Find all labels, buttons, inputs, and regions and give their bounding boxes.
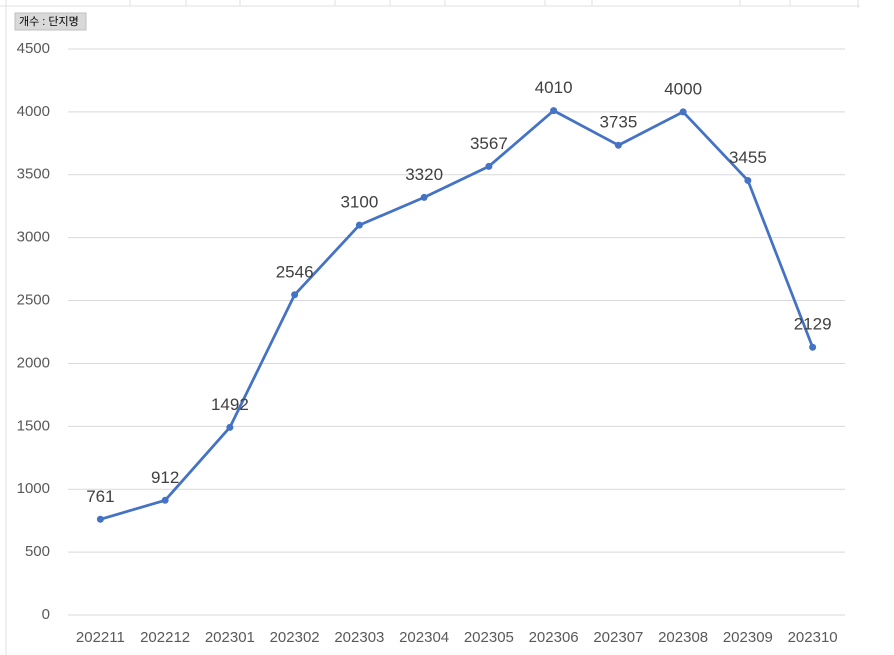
marker (96, 515, 104, 523)
y-tick-label: 2000 (17, 354, 50, 371)
data-label: 912 (151, 468, 179, 487)
data-label: 3735 (599, 113, 637, 132)
data-label: 4000 (664, 79, 702, 98)
x-tick-label: 202211 (76, 629, 125, 646)
marker (226, 423, 234, 431)
marker (550, 107, 558, 115)
x-tick-label: 202307 (593, 629, 643, 646)
y-tick-label: 1000 (17, 480, 50, 497)
data-label: 2129 (794, 315, 832, 334)
marker (161, 496, 169, 504)
y-tick-label: 0 (42, 606, 50, 623)
data-label: 3455 (729, 148, 767, 167)
y-tick-label: 4000 (17, 103, 50, 120)
marker (420, 193, 428, 201)
x-tick-label: 202310 (788, 629, 838, 646)
plot-area: 0 500 1000 1500 2000 2500 3000 3500 4000 4500 2022… (17, 40, 845, 646)
x-tick-label: 202305 (464, 629, 514, 646)
y-tick-label: 2500 (17, 292, 50, 309)
x-tick-label: 202308 (658, 629, 708, 646)
data-label: 1492 (211, 395, 249, 414)
data-label: 2546 (276, 262, 314, 281)
marker (809, 343, 817, 351)
y-tick-label: 1500 (17, 417, 50, 434)
sheet-cells (0, 0, 860, 655)
y-tick-label: 3500 (17, 166, 50, 183)
data-label: 3320 (405, 165, 443, 184)
x-tick-label: 202301 (205, 629, 255, 646)
y-tick-label: 4500 (17, 40, 50, 57)
marker (291, 291, 299, 299)
x-tick-label: 202303 (334, 629, 384, 646)
data-label: 4010 (535, 78, 573, 97)
marker (744, 176, 752, 184)
y-tick-label: 3000 (17, 229, 50, 246)
data-label: 761 (86, 487, 114, 506)
x-tick-label: 202306 (529, 629, 579, 646)
field-button-label: 개수 : 단지명 (19, 15, 79, 28)
marker (679, 108, 687, 116)
x-tick-label: 202309 (723, 629, 773, 646)
data-label: 3100 (340, 193, 378, 212)
series-line (99, 109, 814, 521)
field-button[interactable] (14, 12, 87, 31)
marker (485, 162, 493, 170)
x-tick-label: 202302 (270, 629, 320, 646)
data-label: 3567 (470, 134, 508, 153)
x-tick-label: 202304 (399, 629, 449, 646)
y-tick-label: 500 (25, 543, 50, 560)
marker (614, 141, 622, 149)
marker (355, 221, 363, 229)
x-tick-label: 202212 (140, 629, 190, 646)
